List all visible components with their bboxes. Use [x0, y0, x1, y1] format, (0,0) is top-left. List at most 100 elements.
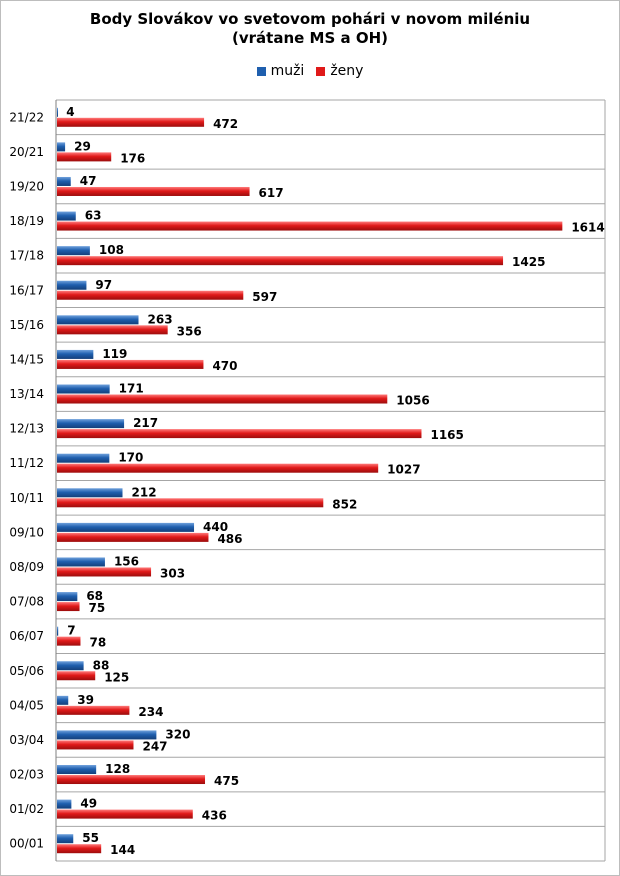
- category-label: 14/15: [9, 352, 44, 366]
- bar-men: [57, 384, 110, 394]
- chart-title-block: Body Slovákov vo svetovom pohári v novom…: [0, 10, 620, 48]
- bar-women: [57, 463, 379, 473]
- bar-men: [57, 799, 72, 809]
- category-label: 09/10: [9, 525, 44, 539]
- value-label-men: 29: [74, 139, 91, 153]
- category-label: 05/06: [9, 664, 44, 678]
- value-label-women: 597: [252, 290, 277, 304]
- bar-men: [57, 107, 58, 117]
- value-label-women: 75: [89, 601, 106, 615]
- bar-men: [57, 280, 87, 290]
- value-label-women: 1056: [396, 394, 429, 408]
- value-label-men: 39: [77, 693, 94, 707]
- bar-women: [57, 602, 80, 612]
- bar-men: [57, 349, 94, 359]
- legend-item-women: ženy: [316, 63, 363, 79]
- bar-men: [57, 730, 157, 740]
- bar-women: [57, 844, 102, 854]
- legend-item-men: muži: [256, 63, 305, 79]
- category-label: 19/20: [9, 179, 44, 193]
- value-label-women: 470: [212, 359, 237, 373]
- category-label: 04/05: [9, 698, 44, 712]
- value-label-men: 128: [105, 762, 130, 776]
- bar-women: [57, 359, 204, 369]
- value-label-women: 472: [213, 117, 238, 131]
- value-label-women: 486: [217, 532, 242, 546]
- value-label-men: 49: [80, 797, 97, 811]
- bar-men: [57, 419, 125, 429]
- category-label: 01/02: [9, 802, 44, 816]
- value-label-men: 68: [86, 589, 103, 603]
- bar-women: [57, 290, 244, 300]
- bar-women: [57, 775, 206, 785]
- bar-men: [57, 488, 123, 498]
- category-label: 00/01: [9, 837, 44, 851]
- value-label-women: 1165: [430, 428, 463, 442]
- chart-subtitle: (vrátane MS a OH): [232, 29, 388, 47]
- category-label: 16/17: [9, 283, 44, 297]
- chart-title: Body Slovákov vo svetovom pohári v novom…: [89, 10, 531, 28]
- category-label: 13/14: [9, 387, 44, 401]
- value-label-women: 78: [89, 636, 106, 650]
- category-label: 06/07: [9, 629, 44, 643]
- bar-women: [57, 429, 422, 439]
- value-label-men: 320: [165, 727, 190, 741]
- value-label-women: 436: [202, 809, 227, 823]
- category-label: 07/08: [9, 595, 44, 609]
- category-label: 18/19: [9, 214, 44, 228]
- bar-women: [57, 532, 209, 542]
- bar-women: [57, 636, 81, 646]
- bar-men: [57, 315, 139, 325]
- value-label-women: 234: [138, 705, 163, 719]
- bar-men: [57, 176, 71, 186]
- bar-women: [57, 740, 134, 750]
- value-label-men: 4: [66, 105, 74, 119]
- legend-swatch-women: [316, 66, 326, 76]
- category-label: 17/18: [9, 249, 44, 263]
- bar-women: [57, 705, 130, 715]
- value-label-women: 247: [142, 739, 167, 753]
- legend-label-men: muži: [270, 63, 305, 79]
- bar-men: [57, 522, 195, 532]
- value-label-men: 7: [67, 624, 75, 638]
- value-label-men: 217: [133, 416, 158, 430]
- bar-men: [57, 695, 69, 705]
- value-label-men: 171: [119, 382, 144, 396]
- bar-women: [57, 325, 168, 335]
- value-label-men: 263: [148, 312, 173, 326]
- bar-women: [57, 671, 96, 681]
- legend-swatch-men: [256, 66, 266, 76]
- bar-men: [57, 765, 97, 775]
- value-label-women: 475: [214, 774, 239, 788]
- value-label-women: 1027: [387, 463, 420, 477]
- value-label-men: 212: [132, 485, 157, 499]
- bar-women: [57, 498, 324, 508]
- value-label-men: 97: [95, 278, 112, 292]
- bar-men: [57, 246, 90, 256]
- bar-men: [57, 834, 74, 844]
- bar-women: [57, 186, 250, 196]
- bar-men: [57, 453, 110, 463]
- value-label-men: 119: [102, 347, 127, 361]
- value-label-women: 303: [160, 566, 185, 580]
- bar-women: [57, 567, 152, 577]
- value-label-men: 156: [114, 554, 139, 568]
- value-label-women: 144: [110, 843, 135, 857]
- bar-men: [57, 592, 78, 602]
- value-label-women: 1614: [571, 221, 604, 235]
- value-label-women: 1425: [512, 255, 545, 269]
- bar-women: [57, 809, 193, 819]
- value-label-men: 440: [203, 520, 228, 534]
- value-label-men: 47: [80, 174, 97, 188]
- value-label-men: 88: [93, 658, 110, 672]
- value-label-men: 170: [118, 451, 143, 465]
- category-label: 11/12: [9, 456, 44, 470]
- value-label-men: 108: [99, 243, 124, 257]
- bar-men: [57, 142, 66, 152]
- bar-men: [57, 626, 59, 636]
- bar-women: [57, 221, 563, 231]
- bar-men: [57, 661, 84, 671]
- bar-women: [57, 256, 504, 266]
- legend: muži ženy: [0, 63, 620, 79]
- value-label-men: 63: [85, 209, 102, 223]
